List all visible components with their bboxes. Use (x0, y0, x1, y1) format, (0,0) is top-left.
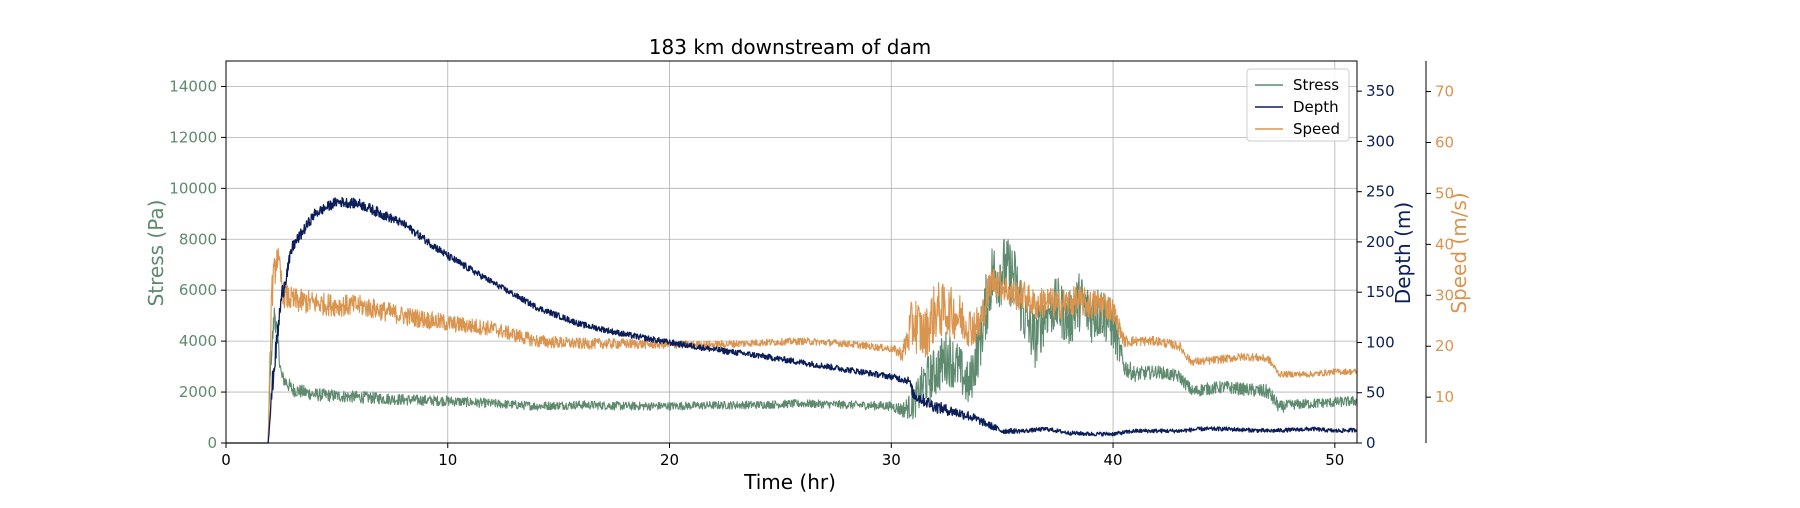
chart-legend: Stress Depth Speed (1246, 68, 1350, 142)
stress-axis-label: Stress (Pa) (144, 200, 168, 307)
speed-tick-label: 50 (1435, 184, 1454, 202)
x-tick-label: 10 (438, 451, 457, 469)
axes-layer: 0 10 20 30 40 5002000400060008000100001200014… (169, 60, 1454, 469)
speed-tick-label: 60 (1435, 133, 1454, 151)
speed-tick-label: 70 (1435, 83, 1454, 101)
depth-tick-label: 0 (1366, 434, 1376, 452)
stress-tick-label: 8000 (179, 230, 217, 248)
stress-tick-label: 4000 (179, 332, 217, 350)
stress-tick-label: 6000 (179, 281, 217, 299)
speed-tick-label: 30 (1435, 286, 1454, 304)
x-tick-label: 40 (1104, 451, 1123, 469)
depth-tick-label: 200 (1366, 233, 1395, 251)
x-tick-label: 50 (1325, 451, 1344, 469)
series-line-depth (225, 197, 1358, 444)
speed-tick-label: 10 (1435, 388, 1454, 406)
stress-tick-label: 14000 (169, 77, 217, 95)
legend-label-speed: Speed (1293, 120, 1340, 138)
x-tick-label: 30 (882, 451, 901, 469)
depth-tick-label: 350 (1366, 82, 1395, 100)
stress-tick-label: 0 (207, 434, 217, 452)
depth-tick-label: 100 (1366, 333, 1395, 351)
chart-title: 183 km downstream of dam (649, 35, 931, 59)
depth-tick-label: 250 (1366, 183, 1395, 201)
stress-tick-label: 10000 (169, 179, 217, 197)
legend-box (1246, 68, 1350, 142)
speed-tick-label: 40 (1435, 235, 1454, 253)
series-line-stress (225, 238, 1358, 444)
x-axis-label: Time (hr) (743, 470, 836, 494)
x-tick-label: 0 (221, 451, 231, 469)
depth-tick-label: 300 (1366, 132, 1395, 150)
plot-frame (225, 60, 1358, 444)
speed-tick-label: 20 (1435, 337, 1454, 355)
plot-layer (225, 197, 1358, 444)
legend-label-depth: Depth (1293, 98, 1339, 116)
series-line-speed (225, 247, 1358, 444)
stress-tick-label: 12000 (169, 128, 217, 146)
speed-axis-label: Speed (m/s) (1447, 192, 1471, 313)
depth-tick-label: 150 (1366, 283, 1395, 301)
x-tick-label: 20 (660, 451, 679, 469)
stress-tick-label: 2000 (179, 383, 217, 401)
depth-axis-label: Depth (m) (1391, 202, 1415, 304)
legend-label-stress: Stress (1293, 76, 1339, 94)
depth-tick-label: 50 (1366, 384, 1385, 402)
